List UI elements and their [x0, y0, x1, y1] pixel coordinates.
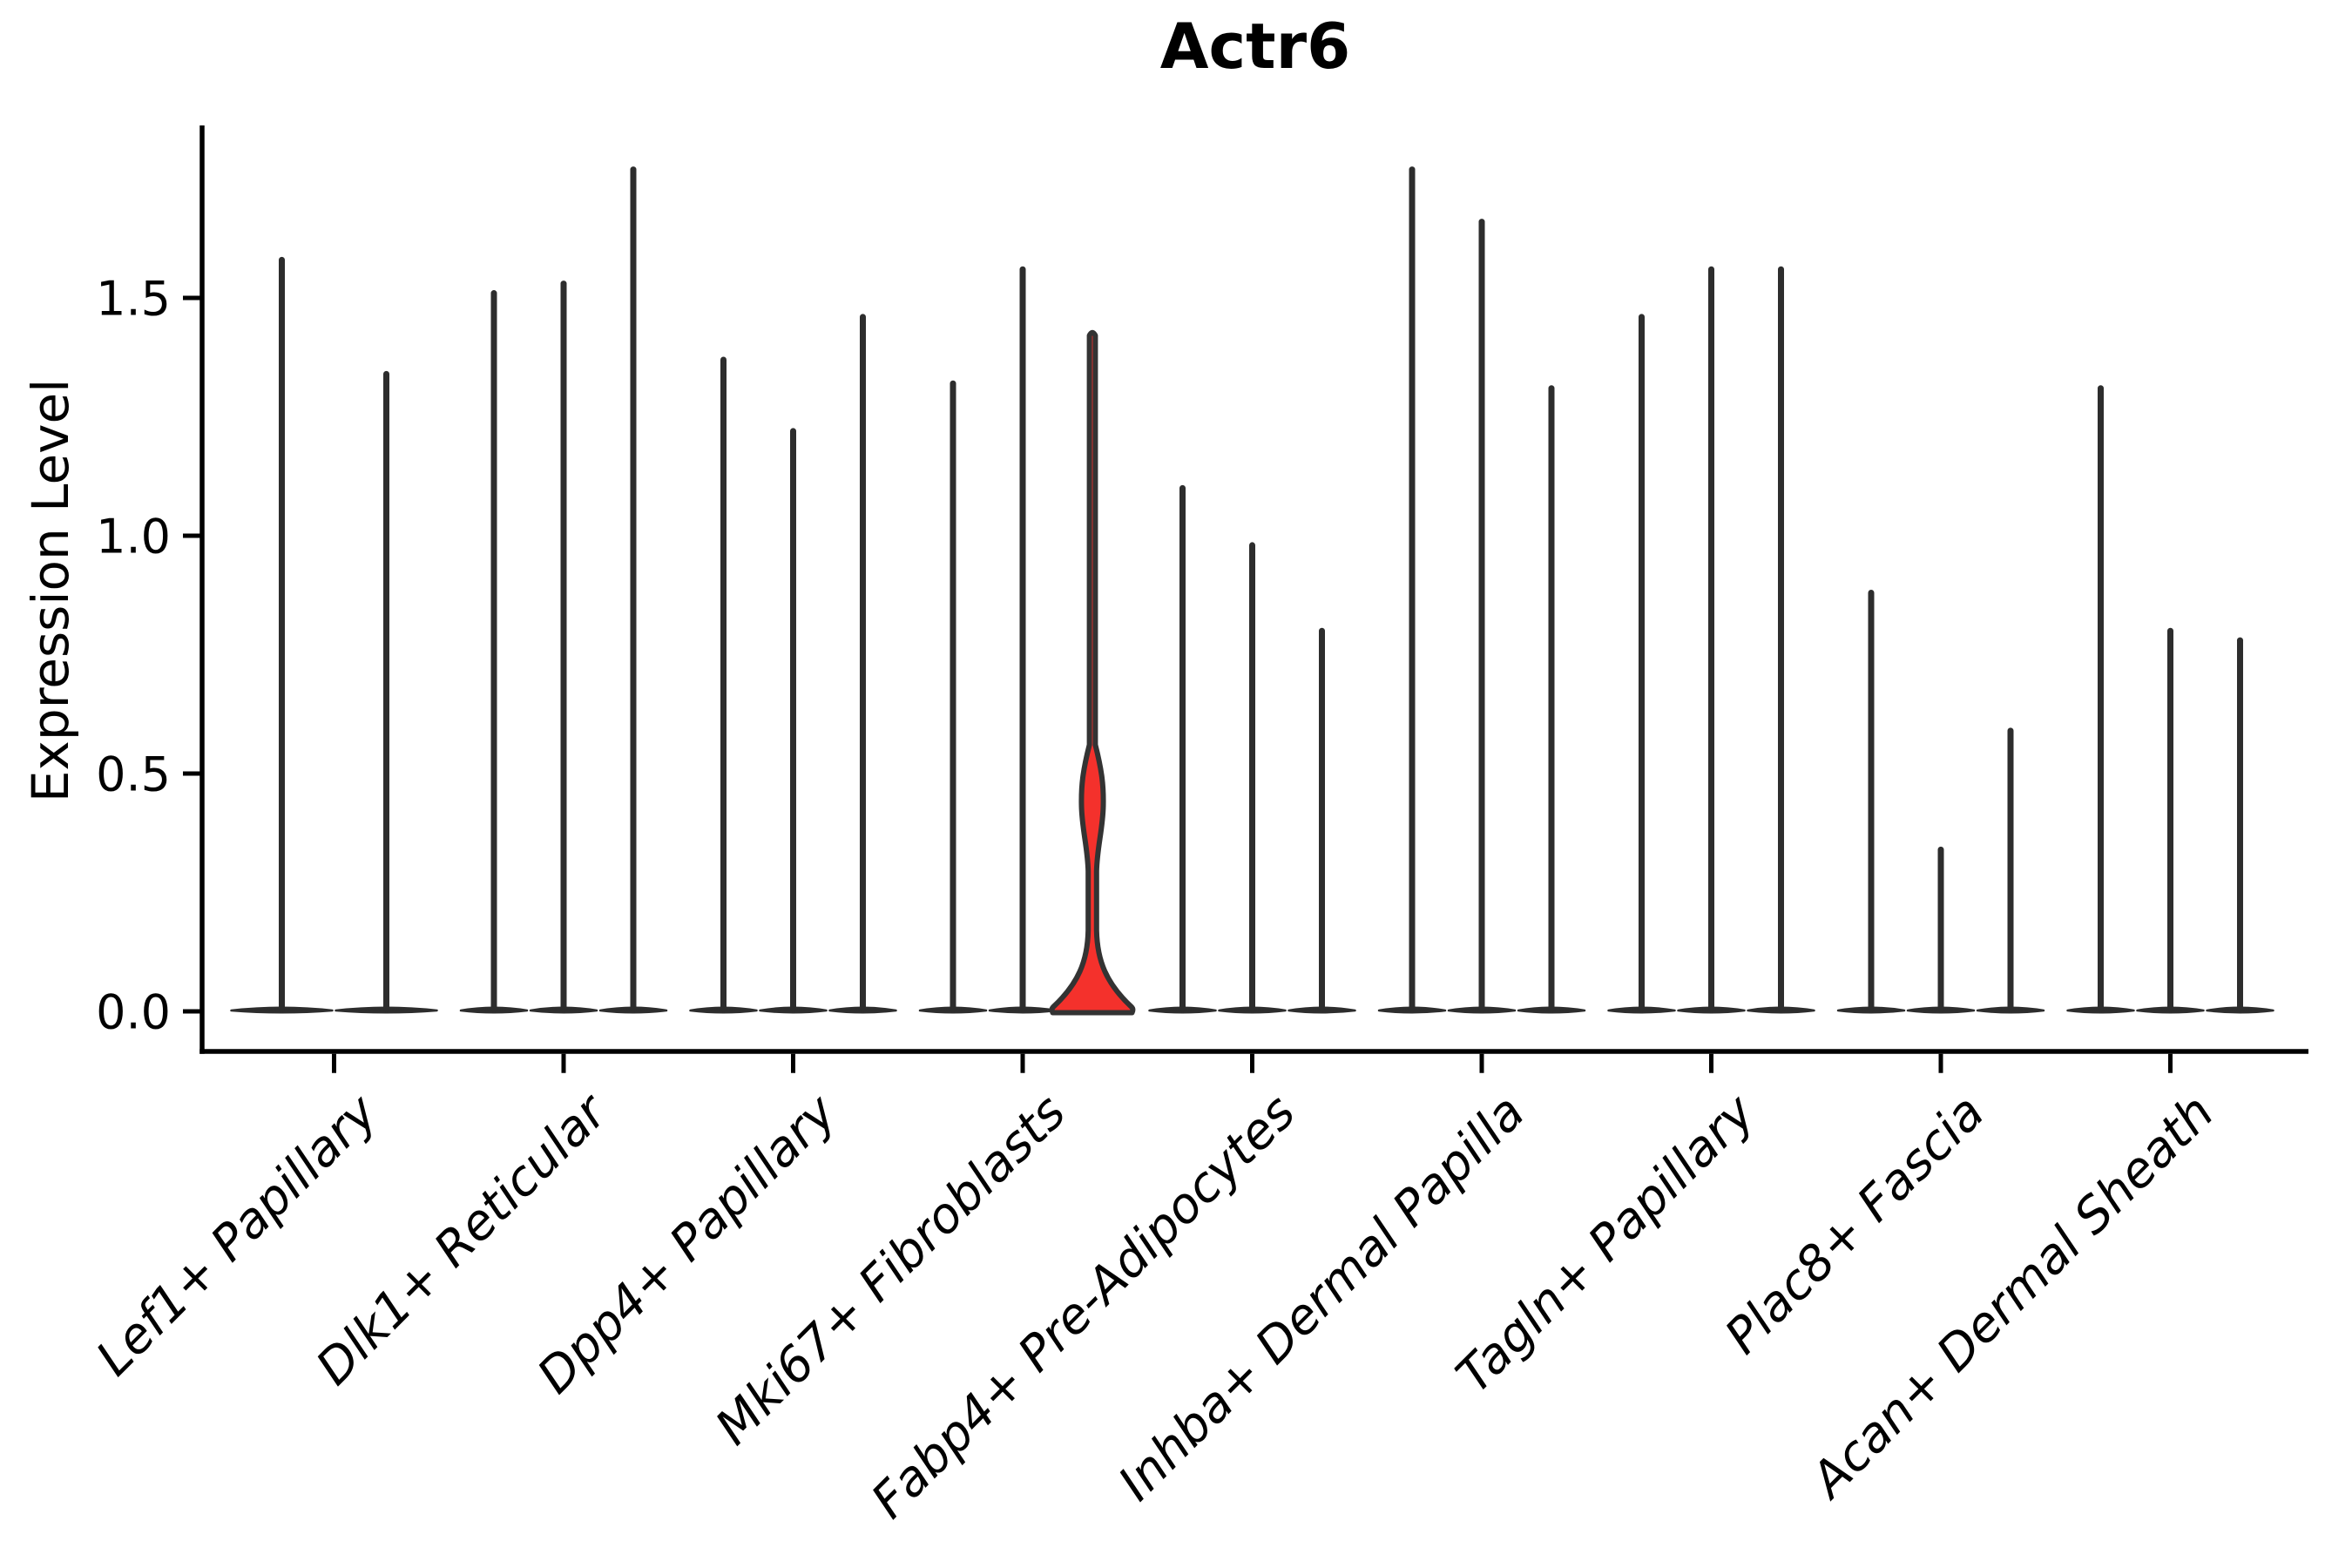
- y-tick-label-1.5: 1.5: [96, 271, 171, 326]
- violin-highlighted-mki67-fibroblasts: [1049, 329, 1136, 1016]
- y-tick-label-0.0: 0.0: [96, 984, 171, 1039]
- chart-title: Actr6: [1159, 10, 1351, 83]
- y-tick-label-1.0: 1.0: [96, 509, 171, 564]
- y-tick-label-0.5: 0.5: [96, 747, 171, 801]
